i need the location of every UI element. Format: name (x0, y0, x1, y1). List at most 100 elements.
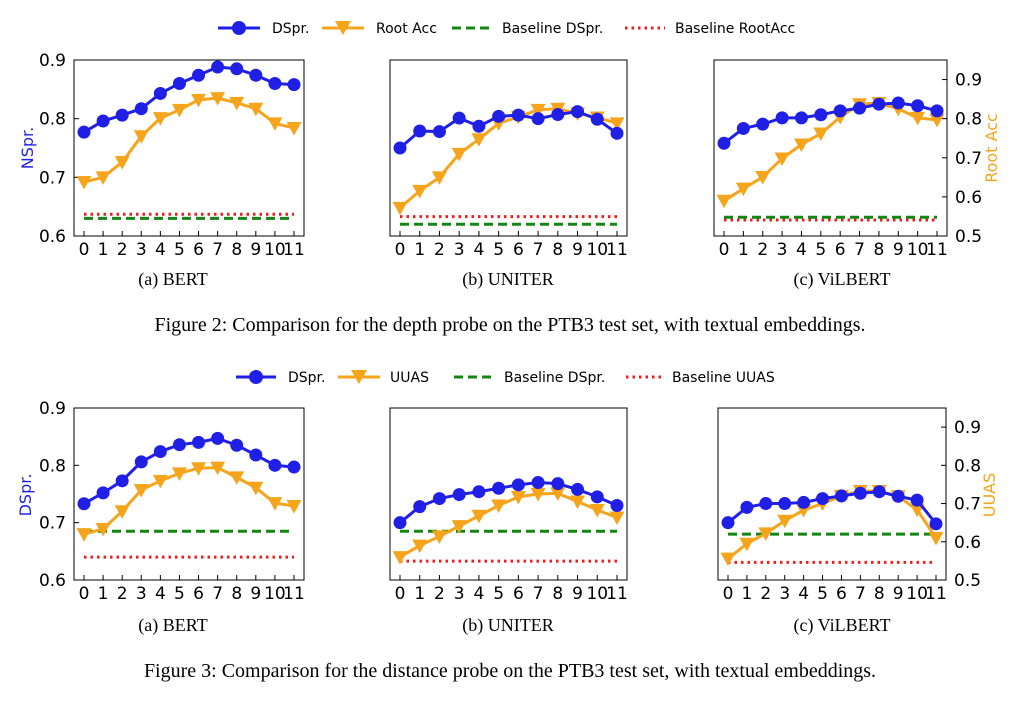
point-dspr (610, 498, 624, 512)
y-tick-label: 0.5 (954, 571, 981, 591)
point-acc (95, 171, 111, 185)
x-tick-label: 7 (855, 584, 866, 604)
point-acc (152, 474, 168, 489)
point-acc (774, 152, 790, 167)
x-tick-label: 2 (760, 584, 771, 604)
point-dspr (432, 492, 446, 506)
point-dspr (77, 497, 91, 511)
point-acc (777, 514, 793, 529)
point-acc (248, 481, 264, 496)
y-tick-label: 0.7 (954, 495, 981, 515)
y-tick-label: 0.9 (955, 71, 982, 91)
point-dspr (551, 477, 565, 491)
x-tick-label: 1 (741, 584, 752, 604)
x-tick-label: 0 (79, 240, 90, 260)
y-tick-label: 0.9 (39, 51, 66, 71)
point-dspr (891, 489, 905, 503)
x-tick-label: 1 (738, 240, 749, 260)
point-dspr (211, 60, 225, 74)
x-tick-label: 1 (98, 584, 109, 604)
x-tick-label: 5 (174, 240, 185, 260)
x-tick-label: 6 (836, 584, 847, 604)
subplot-caption: (c) ViLBERT (794, 269, 891, 290)
figure-caption: Figure 2: Comparison for the depth probe… (154, 314, 865, 336)
point-acc (471, 133, 487, 147)
series-line-dspr (727, 490, 938, 525)
x-tick-label: 4 (796, 240, 807, 260)
legend-label: Baseline UUAS (672, 370, 775, 386)
plot-frame (389, 407, 628, 581)
x-tick-label: 3 (136, 584, 147, 604)
point-acc (267, 497, 283, 511)
plot-frame (717, 407, 947, 581)
x-tick-label: 2 (434, 584, 445, 604)
point-dspr (814, 108, 828, 122)
point-acc (267, 117, 283, 131)
point-dspr (872, 485, 886, 499)
point-acc (210, 92, 226, 106)
point-dspr (756, 117, 770, 131)
point-dspr (268, 76, 282, 90)
x-tick-label: 11 (283, 240, 305, 260)
point-dspr (492, 481, 506, 495)
point-acc (720, 552, 736, 567)
subplot-caption: (a) BERT (138, 269, 207, 290)
point-dspr (797, 495, 811, 509)
point-dspr (511, 108, 525, 122)
subplot-caption: (a) BERT (138, 615, 207, 636)
point-dspr (432, 125, 446, 139)
x-tick-label: 1 (414, 240, 425, 260)
point-dspr (115, 474, 129, 488)
point-dspr (853, 101, 867, 115)
x-tick-label: 0 (79, 584, 90, 604)
x-tick-label: 8 (873, 240, 884, 260)
y-tick-label: 0.7 (39, 168, 66, 188)
point-acc (229, 96, 245, 111)
series-line-acc (399, 107, 618, 209)
x-tick-label: 7 (533, 240, 544, 260)
y-tick-label: 0.5 (955, 227, 982, 247)
point-dspr (172, 76, 186, 90)
legend-marker-dspr (232, 21, 246, 35)
x-tick-label: 2 (757, 240, 768, 260)
point-acc (928, 531, 944, 546)
point-acc (589, 504, 605, 518)
point-dspr (230, 438, 244, 452)
point-acc (758, 527, 774, 541)
point-dspr (853, 486, 867, 500)
point-acc (76, 176, 92, 190)
y-tick-label: 0.8 (954, 456, 981, 476)
x-tick-label: 5 (493, 240, 504, 260)
point-acc (392, 201, 408, 216)
y-axis-title-right-figure3: UUAS (980, 473, 999, 518)
legend-item-root-acc: Root Acc (322, 21, 437, 37)
legend-item-baseline-dspr: Baseline DSpr. (452, 21, 603, 37)
point-dspr (393, 516, 407, 530)
point-acc (248, 102, 264, 117)
point-acc (530, 488, 546, 502)
x-tick-label: 0 (395, 240, 406, 260)
point-dspr (472, 485, 486, 499)
point-acc (286, 122, 302, 136)
legend-label: Baseline DSpr. (502, 21, 603, 37)
x-tick-label: 2 (434, 240, 445, 260)
point-acc (286, 500, 302, 514)
x-tick-label: 1 (98, 240, 109, 260)
x-tick-label: 6 (513, 240, 524, 260)
x-tick-label: 3 (454, 240, 465, 260)
x-tick-label: 4 (473, 584, 484, 604)
point-acc (813, 127, 829, 142)
point-dspr (775, 111, 789, 125)
point-acc (910, 111, 926, 126)
point-dspr (115, 108, 129, 122)
point-dspr (551, 108, 565, 122)
y-tick-label: 0.7 (39, 514, 66, 534)
point-acc (133, 130, 149, 144)
x-tick-label: 8 (552, 240, 563, 260)
point-dspr (834, 489, 848, 503)
point-dspr (153, 445, 167, 459)
point-acc (171, 467, 187, 481)
legend-label: UUAS (390, 370, 429, 386)
point-acc (609, 511, 625, 526)
legend-item-baseline-uuas: Baseline UUAS (626, 370, 775, 386)
